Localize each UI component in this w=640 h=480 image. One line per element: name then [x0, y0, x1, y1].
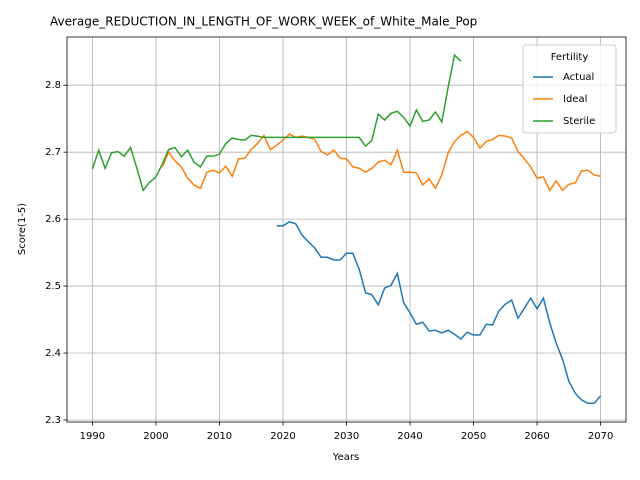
plot-frame — [66, 36, 627, 423]
line-series — [276, 220, 602, 405]
x-axis-label: Years — [332, 452, 359, 463]
y-tick-label: 2.4 — [45, 348, 61, 359]
line-series — [161, 130, 601, 192]
y-tick-label: 2.3 — [45, 415, 61, 426]
x-tick-label: 2040 — [397, 431, 422, 442]
y-tick-label: 2.8 — [45, 80, 61, 91]
legend-label: Ideal — [563, 94, 587, 105]
x-tick-label: 2070 — [588, 431, 613, 442]
legend-frame — [522, 44, 617, 134]
legend-label: Actual — [563, 72, 594, 83]
x-tick-label: 2050 — [461, 431, 486, 442]
line-series — [91, 53, 462, 192]
x-tick-label: 2000 — [143, 431, 168, 442]
x-tick-label: 2010 — [207, 431, 232, 442]
y-tick-label: 2.5 — [45, 281, 61, 292]
x-tick-label: 2060 — [524, 431, 549, 442]
y-tick-label: 2.6 — [45, 214, 61, 225]
chart-title: Average_REDUCTION_IN_LENGTH_OF_WORK_WEEK… — [50, 15, 477, 29]
x-tick-label: 2030 — [334, 431, 359, 442]
legend-title: Fertility — [551, 52, 589, 63]
legend-label: Sterile — [563, 116, 595, 127]
y-tick-label: 2.7 — [45, 147, 61, 158]
y-axis-label: Score(1-5) — [17, 203, 28, 255]
x-tick-label: 1990 — [80, 431, 105, 442]
x-tick-label: 2020 — [270, 431, 295, 442]
legend: Fertility Actual Ideal Sterile — [522, 44, 617, 134]
